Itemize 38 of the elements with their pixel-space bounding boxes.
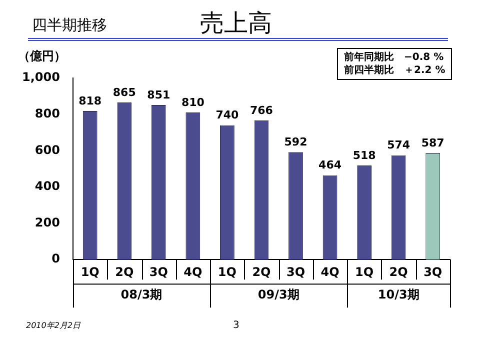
x-tick-label: 1Q: [80, 264, 100, 279]
text: 前四半期比 ＋2.2 %: [344, 64, 446, 77]
text: 09/3期: [258, 288, 300, 302]
data-label: 851: [147, 88, 170, 102]
x-tick-label: 2Q: [389, 264, 408, 279]
y-tick-label: 800: [34, 106, 60, 120]
text: 前年同期比 −0.8 %: [344, 51, 445, 64]
data-label: 865: [112, 86, 136, 99]
data-label: 818: [78, 94, 102, 108]
data-label: 574: [387, 138, 410, 152]
x-tick-label: 2Q: [115, 264, 134, 279]
data-label: 518: [352, 148, 376, 162]
data-label: 740: [216, 108, 240, 122]
chart-subtitle: 四半期推移: [32, 16, 107, 35]
data-label: 587: [421, 136, 444, 150]
data-label: 592: [284, 135, 308, 148]
x-tick-label: 2Q: [252, 264, 271, 279]
text: 2010年2月2日: [26, 320, 81, 331]
chart-title: 売上高: [200, 8, 272, 39]
x-tick-label: 3Q: [149, 264, 168, 279]
x-tick-label: 4Q: [320, 264, 340, 279]
y-tick-label: 1,000: [22, 70, 60, 84]
y-tick-label: 0: [52, 252, 60, 266]
y-tick-label: 200: [34, 215, 60, 230]
y-tick-label: 400: [34, 179, 60, 194]
x-tick-label: 4Q: [184, 264, 202, 279]
text: 10/3期: [378, 288, 420, 302]
data-label: 464: [318, 158, 342, 172]
y-tick-label: 600: [34, 142, 60, 157]
data-label: 810: [181, 96, 205, 109]
y-axis-title: （億円）: [18, 48, 66, 65]
data-label: 766: [250, 104, 274, 117]
x-tick-label: 3Q: [286, 264, 306, 279]
text: 3: [233, 320, 240, 331]
x-tick-label: 1Q: [218, 264, 236, 279]
text: 08/3期: [120, 288, 162, 302]
x-tick-label: 3Q: [424, 264, 442, 279]
x-tick-label: 1Q: [355, 264, 374, 279]
